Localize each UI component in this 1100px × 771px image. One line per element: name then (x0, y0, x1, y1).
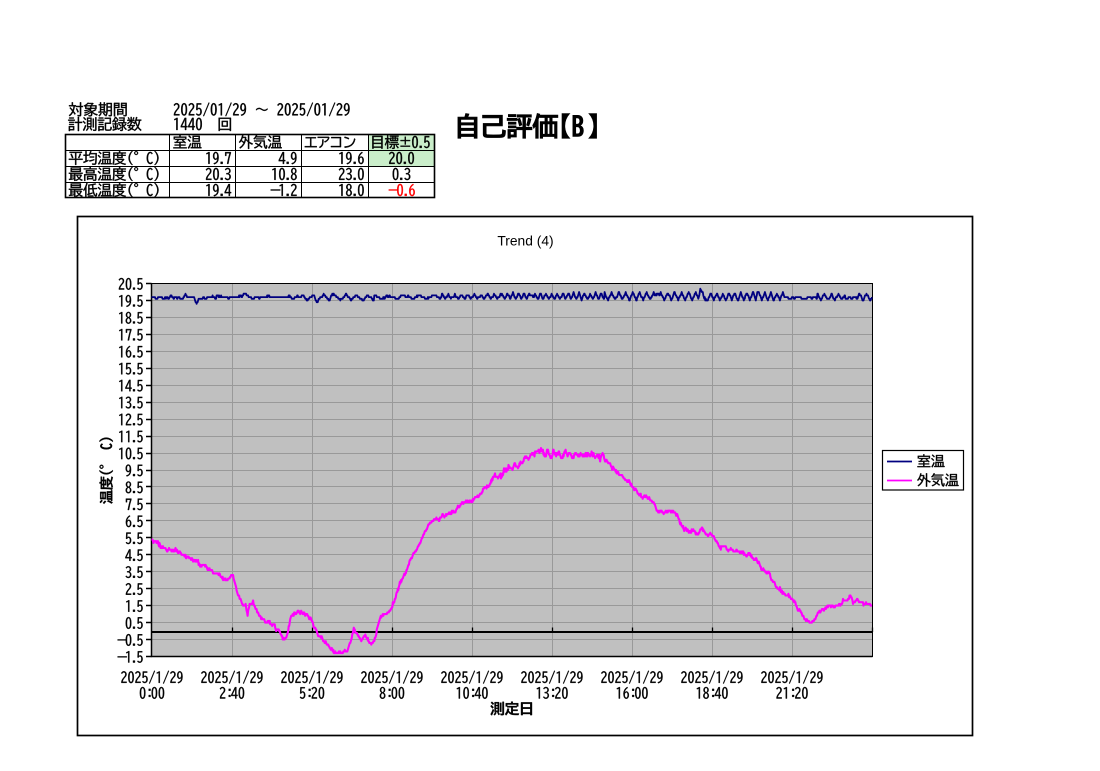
svg-text:Trend (4): Trend (4) (497, 234, 553, 249)
